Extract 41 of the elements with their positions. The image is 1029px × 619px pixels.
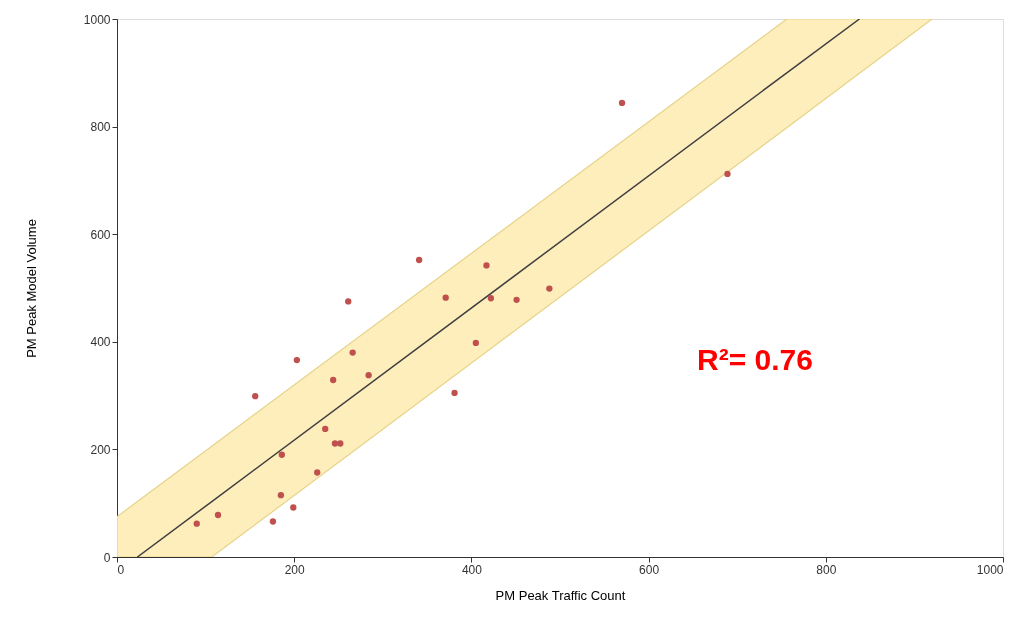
point xyxy=(487,295,495,302)
y-tick-label: 1000 xyxy=(83,12,111,27)
point xyxy=(331,440,339,447)
point xyxy=(618,99,626,107)
point xyxy=(415,256,423,264)
point xyxy=(345,298,352,305)
point xyxy=(337,440,344,447)
point xyxy=(322,425,329,433)
annotation: R²= 0.76 xyxy=(697,343,813,376)
x-tick-label: 600 xyxy=(639,562,660,577)
y-tick-label: 800 xyxy=(90,120,111,135)
point xyxy=(483,262,490,269)
point xyxy=(293,356,301,364)
point xyxy=(314,469,321,476)
y-tick-label: 0 xyxy=(103,550,111,565)
point xyxy=(269,518,277,525)
point xyxy=(330,376,337,384)
y-tick-label: 200 xyxy=(90,442,111,457)
point xyxy=(290,504,297,511)
point xyxy=(193,520,200,527)
point xyxy=(349,349,356,356)
x-tick-label: 1000 xyxy=(976,562,1004,577)
point xyxy=(277,491,285,499)
point xyxy=(451,389,458,397)
point xyxy=(365,372,372,379)
y-tick-label: 400 xyxy=(90,335,111,350)
y-axis-title: PM Peak Model Volume xyxy=(23,219,39,358)
x-tick-label: 400 xyxy=(461,562,483,577)
x-axis-title: PM Peak Traffic Count xyxy=(495,587,626,603)
point xyxy=(252,392,259,400)
y-tick-label: 600 xyxy=(90,227,111,242)
x-tick-label: 800 xyxy=(816,562,837,577)
point xyxy=(472,339,479,347)
point xyxy=(278,451,285,458)
x-tick-label: 200 xyxy=(284,562,306,577)
point xyxy=(214,511,222,519)
point xyxy=(513,296,520,303)
x-tick-label: 0 xyxy=(117,562,125,577)
point xyxy=(442,294,449,301)
point xyxy=(724,170,731,178)
point xyxy=(546,285,553,292)
